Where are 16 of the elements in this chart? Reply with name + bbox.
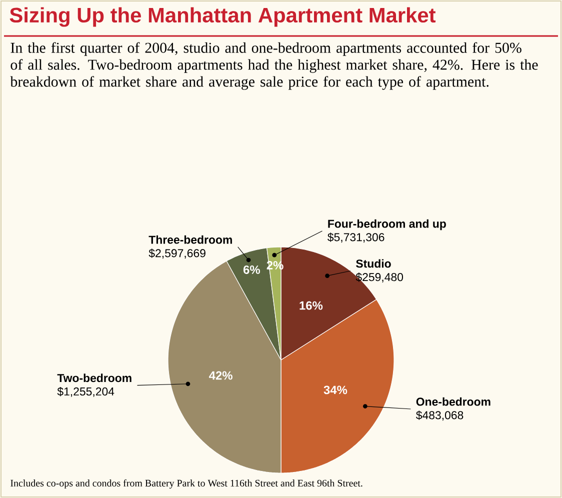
text: Includes co-ops and condos from Battery Park to West 116th Street and East 96th Street. [10,479,362,489]
data-label: 42% [209,371,232,380]
text: $2,597,669 [148,248,206,259]
text: $483,068 [416,410,464,421]
chart-subtitle: In the first quarter of 2004, studio and one-bedroom apartments accounted for 50% of all sales. Two-bedroom apartments had the highest market share, 42%. Here is the breakdown of market share and average sale price for each type of apartment. [10,42,538,90]
data-label: 6% [243,266,260,274]
slice-label: Two-bedroom [57,374,132,382]
slice-label: Four-bedroom and up [328,219,446,230]
text: $5,731,306 [328,232,384,243]
chart-title: Sizing Up the Manhattan Apartment Market [10,7,436,27]
text: $1,255,204 [57,386,114,397]
slice-label: One-bedroom [416,397,490,406]
data-label: 16% [300,301,323,310]
slice-label: Three-bedroom [148,235,232,244]
slice-label: Studio [356,259,391,268]
data-label: 34% [324,386,348,394]
